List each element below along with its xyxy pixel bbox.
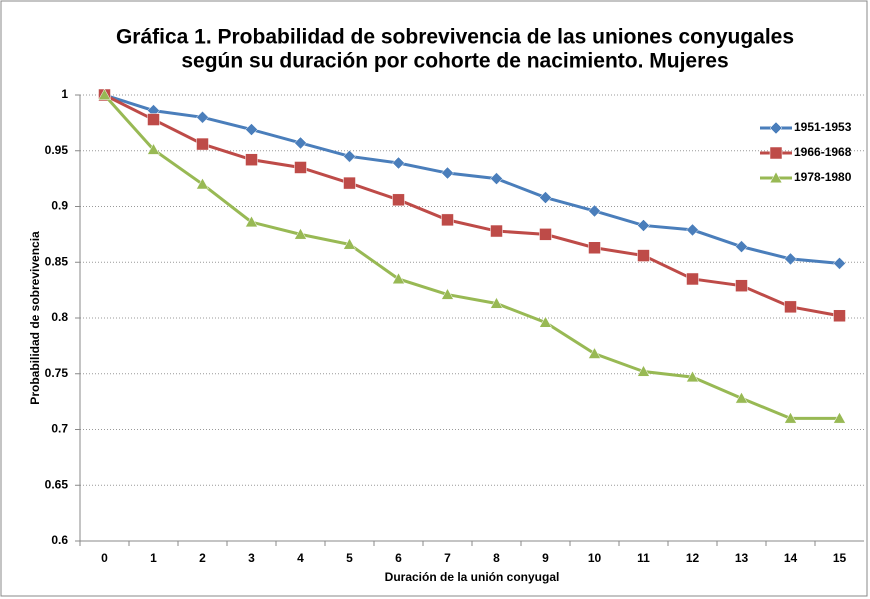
marker xyxy=(686,370,699,383)
marker xyxy=(686,223,699,237)
legend-label: 1978-1980 xyxy=(794,170,852,184)
x-tick-label: 2 xyxy=(199,551,206,565)
marker xyxy=(637,249,650,262)
marker xyxy=(392,272,405,285)
x-tick-label: 12 xyxy=(686,551,700,565)
y-tick-label: 0.7 xyxy=(51,422,68,436)
marker xyxy=(294,161,307,174)
marker xyxy=(441,213,454,227)
marker xyxy=(769,146,783,160)
chart-subtitle: según su duración por cohorte de nacimie… xyxy=(181,50,728,73)
y-tick-label: 0.95 xyxy=(45,143,69,157)
marker xyxy=(637,365,650,377)
x-tick-label: 11 xyxy=(637,551,650,565)
x-tick-label: 3 xyxy=(248,551,255,565)
x-tick-label: 10 xyxy=(588,551,602,565)
marker xyxy=(490,172,503,185)
marker xyxy=(588,347,601,359)
x-tick-label: 4 xyxy=(297,551,304,565)
marker xyxy=(588,241,601,255)
x-axis-label: Duración de la unión conyugal xyxy=(385,570,560,584)
marker xyxy=(441,288,454,300)
marker xyxy=(686,272,699,286)
y-tick-label: 0.9 xyxy=(51,199,68,213)
marker xyxy=(490,296,503,309)
y-tick-label: 0.75 xyxy=(45,366,69,380)
x-tick-label: 5 xyxy=(346,551,353,565)
marker xyxy=(539,228,552,241)
x-tick-label: 13 xyxy=(735,551,749,565)
marker xyxy=(441,166,454,180)
marker xyxy=(735,391,748,404)
y-tick-label: 0.85 xyxy=(45,254,69,268)
marker xyxy=(833,257,846,270)
series-line xyxy=(103,93,840,420)
x-tick-label: 7 xyxy=(444,551,451,565)
marker xyxy=(343,176,356,190)
y-tick-label: 0.65 xyxy=(45,477,69,491)
marker xyxy=(735,279,748,292)
marker xyxy=(294,227,307,240)
y-tick-label: 0.6 xyxy=(51,533,68,547)
marker xyxy=(245,153,258,166)
marker xyxy=(833,309,846,323)
legend-label: 1966-1968 xyxy=(794,145,852,159)
x-tick-label: 8 xyxy=(493,551,500,565)
marker xyxy=(196,177,209,190)
marker xyxy=(784,300,797,314)
marker xyxy=(147,143,160,155)
marker xyxy=(343,237,356,250)
x-tick-label: 14 xyxy=(784,551,798,565)
y-axis-label: Probabilidad de sobrevivencia xyxy=(28,231,42,405)
marker xyxy=(784,252,797,266)
y-tick-label: 0.8 xyxy=(51,310,68,324)
marker xyxy=(343,149,356,163)
marker xyxy=(539,191,552,204)
marker xyxy=(294,136,307,150)
marker xyxy=(833,411,846,424)
marker xyxy=(735,240,748,253)
x-tick-label: 0 xyxy=(101,551,108,565)
legend-label: 1951-1953 xyxy=(794,120,852,134)
series-line xyxy=(104,93,840,265)
marker xyxy=(392,156,405,170)
marker xyxy=(392,193,405,207)
marker xyxy=(769,171,783,184)
series-line xyxy=(103,93,840,318)
marker xyxy=(588,204,601,218)
marker xyxy=(245,215,258,228)
x-tick-label: 1 xyxy=(150,551,157,565)
marker xyxy=(196,110,209,124)
marker xyxy=(769,121,783,135)
marker xyxy=(98,88,111,101)
x-tick-label: 6 xyxy=(395,551,402,565)
y-tick-label: 1 xyxy=(61,87,68,101)
marker xyxy=(539,315,552,328)
x-tick-label: 15 xyxy=(833,551,847,565)
marker xyxy=(490,224,503,238)
chart-title: Gráfica 1. Probabilidad de sobrevivencia… xyxy=(116,26,794,49)
marker xyxy=(245,123,258,136)
marker xyxy=(196,137,209,151)
marker xyxy=(637,219,650,232)
marker xyxy=(784,411,797,424)
x-tick-label: 9 xyxy=(542,551,549,565)
marker xyxy=(147,113,160,126)
